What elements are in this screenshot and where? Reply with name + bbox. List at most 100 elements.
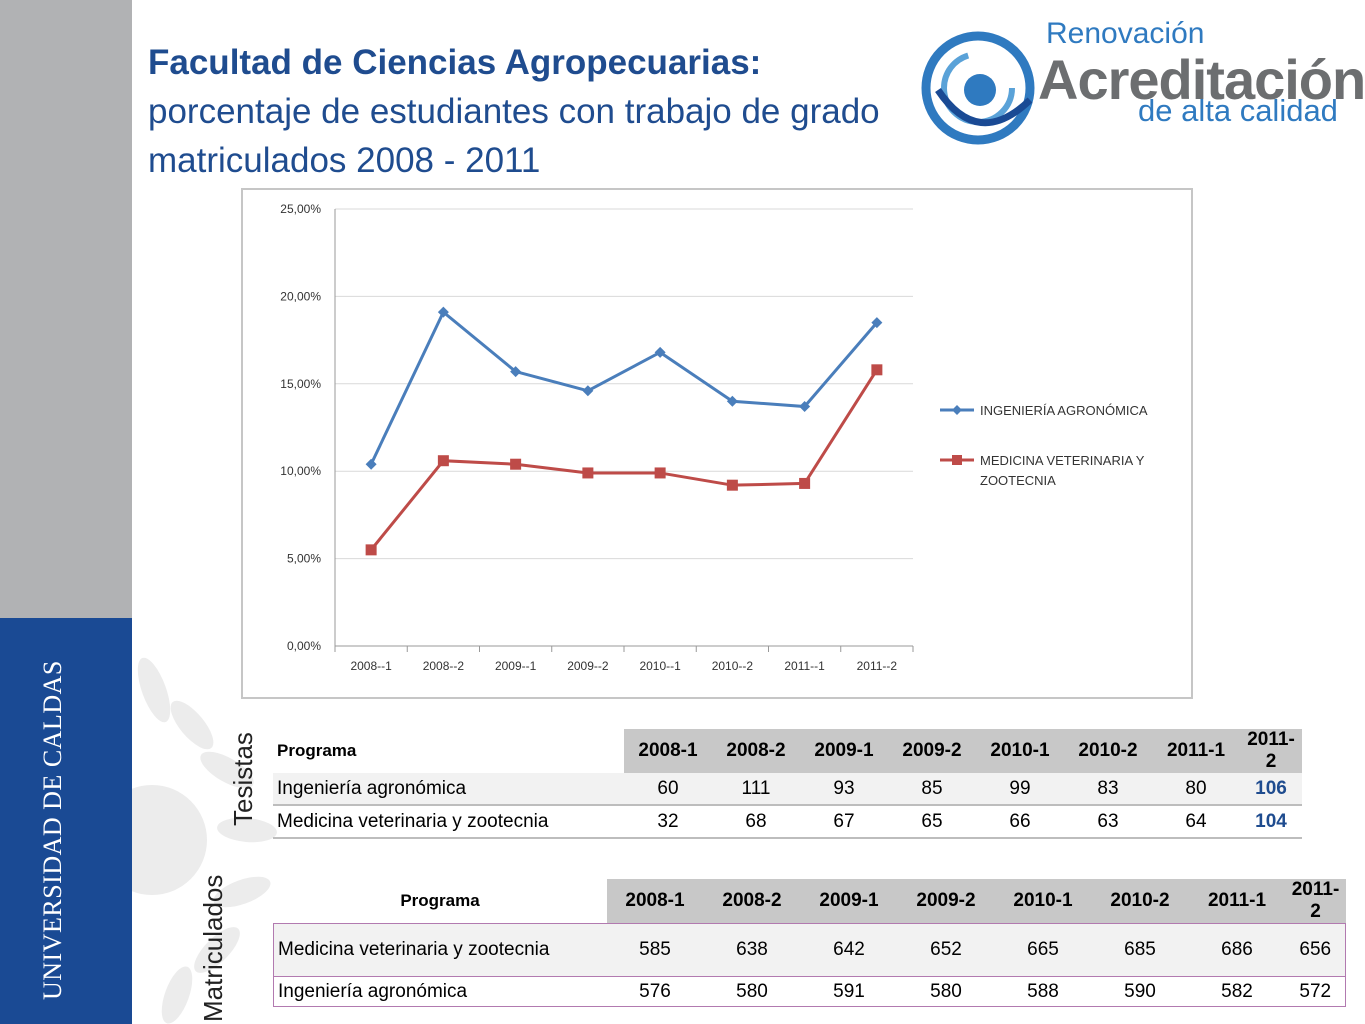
- legend-marker: [952, 455, 962, 465]
- table-header-cell: 2011-2: [1285, 879, 1346, 924]
- line-chart: 0,00% 5,00% 10,00% 15,00% 20,00% 25,00% 2008--…: [280, 202, 1148, 673]
- table-cell: 580: [703, 976, 801, 1007]
- table-header-cell: 2008-1: [606, 879, 704, 924]
- data-point: [437, 455, 449, 467]
- table-cell: 32: [624, 805, 712, 839]
- data-point: [871, 364, 883, 376]
- x-tick-label: 2008--2: [423, 659, 465, 673]
- table-row: Medicina veterinaria y zootecnia 585 638…: [273, 923, 1346, 977]
- table-cell-highlight: 104: [1240, 805, 1302, 839]
- table-cell: 686: [1188, 923, 1286, 977]
- table-cell: 576: [606, 976, 704, 1007]
- table-cell-highlight: 106: [1240, 773, 1302, 806]
- data-point: [871, 317, 883, 329]
- table-header-cell: 2010-2: [1064, 729, 1152, 773]
- table-cell: 582: [1188, 976, 1286, 1007]
- table-header-cell: 2011-1: [1188, 879, 1286, 924]
- x-tick-label: 2010--1: [639, 659, 681, 673]
- table-cell: Ingeniería agronómica: [273, 773, 624, 806]
- data-point: [365, 458, 377, 470]
- data-point: [654, 346, 666, 358]
- table-cell: 63: [1064, 805, 1152, 839]
- table-header-cell: 2010-2: [1091, 879, 1189, 924]
- y-tick-label: 10,00%: [280, 464, 321, 478]
- table-header-cell: 2010-1: [994, 879, 1092, 924]
- legend-label: INGENIERÍA AGRONÓMICA: [980, 403, 1148, 418]
- table-cell: 572: [1285, 976, 1346, 1007]
- data-point: [799, 477, 811, 489]
- table-header-cell: 2008-2: [712, 729, 800, 773]
- table-header-cell: 2011-1: [1152, 729, 1240, 773]
- table-cell: 588: [994, 976, 1092, 1007]
- data-point: [726, 479, 738, 491]
- legend-marker: [952, 405, 962, 415]
- x-tick-label: 2011--2: [857, 659, 898, 673]
- table-header-cell: 2009-1: [800, 879, 898, 924]
- title-subtitle: porcentaje de estudiantes con trabajo de…: [148, 92, 880, 180]
- table-cell: Medicina veterinaria y zootecnia: [273, 923, 607, 977]
- data-point: [799, 401, 811, 413]
- data-point: [510, 458, 522, 470]
- x-tick-label: 2008--1: [350, 659, 392, 673]
- decorative-sun-graphic: [132, 657, 277, 1024]
- table-cell: 638: [703, 923, 801, 977]
- x-tick-label: 2010--2: [712, 659, 754, 673]
- university-name: UNIVERSIDAD DE CALDAS: [38, 660, 67, 1000]
- logo-text-renovacion: Renovación: [1046, 17, 1205, 50]
- data-point: [365, 544, 377, 556]
- table-cell: 60: [624, 773, 712, 806]
- title-bold: Facultad de Ciencias Agropecuarias:: [148, 43, 762, 82]
- table-cell: 591: [800, 976, 898, 1007]
- y-tick-label: 15,00%: [280, 377, 321, 391]
- table-header-cell: 2008-1: [624, 729, 712, 773]
- sidebar-blue-panel: [0, 618, 132, 1024]
- table-header-cell: 2010-1: [976, 729, 1064, 773]
- data-point: [726, 395, 738, 407]
- table-cell: 65: [888, 805, 976, 839]
- table-cell: 68: [712, 805, 800, 839]
- table-header-cell: 2011-2: [1240, 729, 1302, 773]
- table-header-cell: 2009-2: [888, 729, 976, 773]
- table-row: Medicina veterinaria y zootecnia 32 68 6…: [273, 805, 1302, 839]
- table-cell: 642: [800, 923, 898, 977]
- table-cell: 590: [1091, 976, 1189, 1007]
- data-point: [437, 306, 449, 318]
- table-header-row: Programa 2008-1 2008-2 2009-1 2009-2 201…: [273, 729, 1302, 773]
- tesistas-label: Tesistas: [228, 732, 258, 826]
- matriculados-table: Programa 2008-1 2008-2 2009-1 2009-2 201…: [273, 879, 1346, 1007]
- sidebar-gray-panel: [0, 0, 132, 618]
- accreditation-logo: Renovación Acreditación de alta calidad: [918, 15, 1365, 175]
- tesistas-table: Programa 2008-1 2008-2 2009-1 2009-2 201…: [273, 729, 1302, 839]
- logo-text-acreditacion: Acreditación: [1038, 48, 1365, 111]
- series-line: [369, 369, 879, 551]
- y-tick-label: 20,00%: [280, 289, 321, 303]
- page-title: Facultad de Ciencias Agropecuarias: porc…: [148, 38, 928, 185]
- table-header-cell: 2008-2: [703, 879, 801, 924]
- table-header-cell: 2009-1: [800, 729, 888, 773]
- table-cell: 93: [800, 773, 888, 806]
- table-cell: Medicina veterinaria y zootecnia: [273, 805, 624, 839]
- series-line: [369, 309, 879, 465]
- logo-text-calidad: de alta calidad: [1138, 93, 1338, 128]
- table-cell: 111: [712, 773, 800, 806]
- table-header-cell: Programa: [273, 879, 607, 924]
- table-cell: 580: [897, 976, 995, 1007]
- x-tick-label: 2011--1: [784, 659, 825, 673]
- table-cell: Ingeniería agronómica: [273, 976, 607, 1007]
- y-tick-label: 5,00%: [287, 552, 321, 566]
- table-cell: 66: [976, 805, 1064, 839]
- table-cell: 80: [1152, 773, 1240, 806]
- table-cell: 64: [1152, 805, 1240, 839]
- x-tick-label: 2009--1: [495, 659, 537, 673]
- data-point: [582, 385, 594, 397]
- table-cell: 85: [888, 773, 976, 806]
- table-row: Ingeniería agronómica 60 111 93 85 99 83…: [273, 773, 1302, 806]
- table-cell: 685: [1091, 923, 1189, 977]
- y-tick-label: 25,00%: [280, 202, 321, 216]
- line-chart-panel: 0,00% 5,00% 10,00% 15,00% 20,00% 25,00% 2008--…: [241, 188, 1193, 699]
- table-cell: 99: [976, 773, 1064, 806]
- table-cell: 67: [800, 805, 888, 839]
- table-row: Ingeniería agronómica 576 580 591 580 58…: [273, 976, 1346, 1007]
- matriculados-label: Matriculados: [198, 874, 228, 1022]
- data-point: [582, 467, 594, 479]
